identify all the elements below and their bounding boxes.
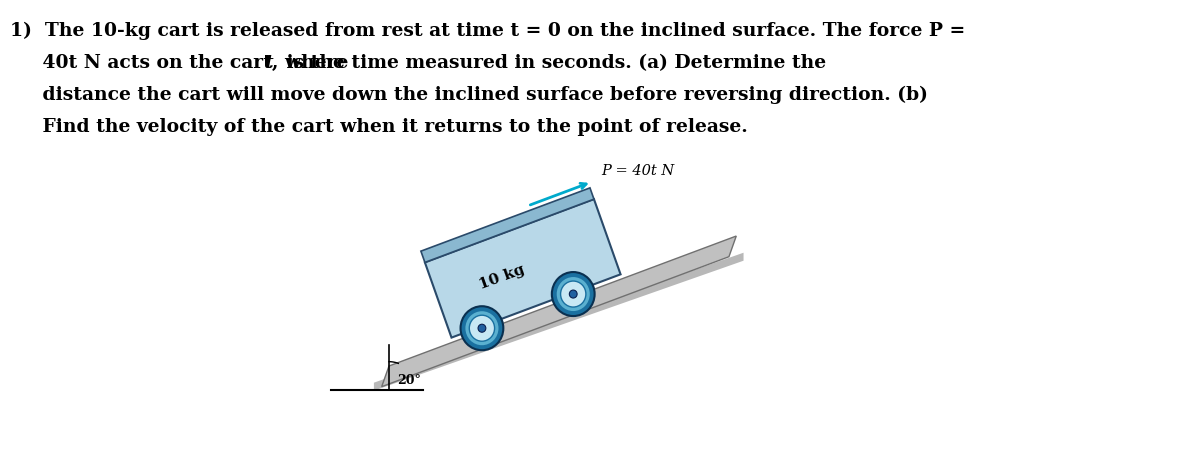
- Text: distance the cart will move down the inclined surface before reversing direction: distance the cart will move down the inc…: [10, 86, 928, 104]
- Text: 40t N acts on the cart, where: 40t N acts on the cart, where: [10, 54, 355, 72]
- Text: t: t: [264, 54, 274, 72]
- Circle shape: [461, 307, 503, 350]
- Text: is the time measured in seconds. (a) Determine the: is the time measured in seconds. (a) Det…: [280, 54, 827, 72]
- Text: P = 40t N: P = 40t N: [601, 164, 674, 178]
- Circle shape: [569, 290, 577, 299]
- Polygon shape: [421, 189, 594, 263]
- Circle shape: [478, 325, 486, 332]
- Circle shape: [560, 281, 586, 308]
- Text: 1)  The 10-kg cart is released from rest at time t = 0 on the inclined surface. : 1) The 10-kg cart is released from rest …: [10, 22, 965, 40]
- Polygon shape: [425, 200, 620, 338]
- Circle shape: [469, 316, 494, 341]
- Text: 20°: 20°: [397, 373, 421, 386]
- Circle shape: [552, 272, 595, 316]
- Text: Find the velocity of the cart when it returns to the point of release.: Find the velocity of the cart when it re…: [10, 118, 748, 136]
- Text: 10 kg: 10 kg: [478, 262, 527, 291]
- Circle shape: [466, 312, 498, 345]
- Polygon shape: [382, 236, 737, 387]
- Circle shape: [557, 277, 589, 311]
- Polygon shape: [374, 253, 744, 391]
